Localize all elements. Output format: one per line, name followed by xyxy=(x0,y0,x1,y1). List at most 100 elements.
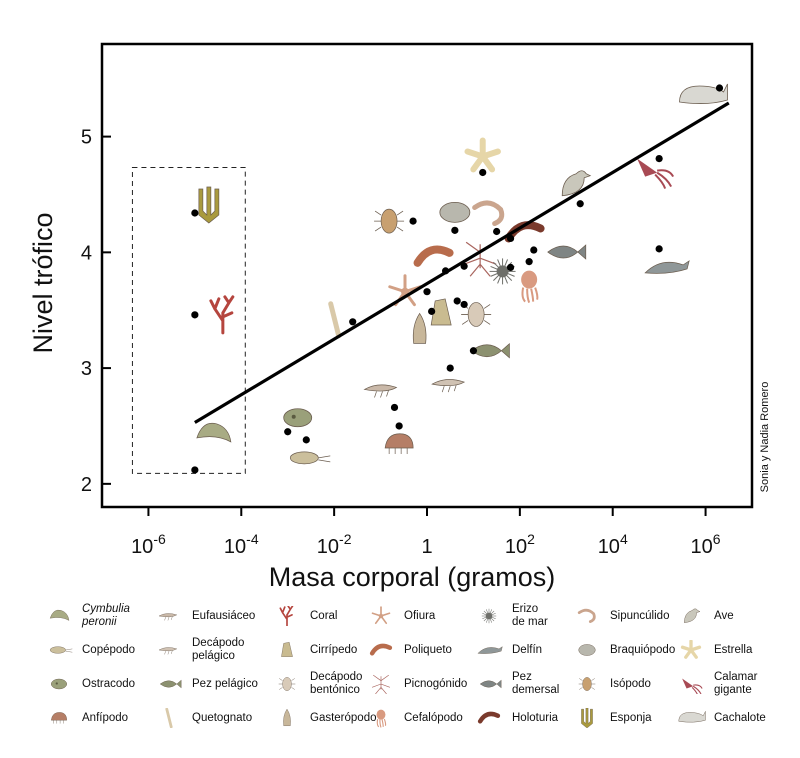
legend-label: Cefalópodo xyxy=(404,711,463,724)
legend-item: Picnogónido xyxy=(364,668,467,700)
x-tick-base: 10 xyxy=(131,536,153,558)
sipunculid-icon xyxy=(577,608,596,623)
legend-item: Cirrípedo xyxy=(270,634,357,666)
data-point xyxy=(451,226,459,234)
x-tick-exponent: 4 xyxy=(620,531,628,547)
data-point xyxy=(395,422,403,430)
legend-label: Ostracodo xyxy=(82,677,136,690)
legend-item: Estrella xyxy=(674,634,752,666)
brachiopod-icon xyxy=(439,201,471,223)
legend-item: Esponja xyxy=(570,702,652,734)
legend-item: Ave xyxy=(674,600,734,632)
legend-item: Anfípodo xyxy=(42,702,128,734)
x-tick-exponent: 6 xyxy=(713,531,721,547)
regression-line xyxy=(194,101,730,424)
x-tick-base: 10 xyxy=(598,536,620,558)
giant-squid-icon xyxy=(637,158,675,189)
x-tick-label: 102 xyxy=(505,531,535,558)
data-point xyxy=(423,288,431,296)
organism-illustrations xyxy=(196,83,728,465)
data-point xyxy=(655,154,663,163)
data-point xyxy=(349,318,357,326)
bird-icon xyxy=(684,608,701,623)
krill-icon xyxy=(363,384,398,398)
sea-star-icon xyxy=(680,640,702,659)
brachiopod-icon xyxy=(578,644,596,656)
legend-item: Erizo de mar xyxy=(472,600,548,632)
legend-item: Cachalote xyxy=(674,702,766,734)
dolphin-icon xyxy=(477,646,503,654)
legend-label: Cymbulia peronii xyxy=(82,603,130,628)
legend-label: Ofiura xyxy=(404,609,436,622)
sperm-whale-icon xyxy=(678,711,706,723)
legend-label: Decápodo pelágico xyxy=(192,637,245,662)
dashed-box xyxy=(131,166,246,474)
legend-label: Poliqueto xyxy=(404,643,452,656)
legend-label: Pez demersal xyxy=(512,671,560,696)
legend-label: Calamar gigante xyxy=(714,671,758,696)
data-points xyxy=(191,84,724,474)
legend-item: Pez demersal xyxy=(472,668,559,700)
benthic-decapod-icon xyxy=(278,677,296,691)
y-axis-title: Nivel trófico xyxy=(28,212,58,353)
x-tick-base: 1 xyxy=(421,536,432,558)
x-tick-label: 10-4 xyxy=(224,531,259,558)
legend-label: Ave xyxy=(714,609,734,622)
x-tick-label: 104 xyxy=(598,531,628,558)
legend-item: Poliqueto xyxy=(364,634,452,666)
data-point xyxy=(530,246,538,254)
amphipod-icon xyxy=(51,712,67,724)
legend-label: Copépodo xyxy=(82,643,136,656)
legend-item: Decápodo pelágico xyxy=(152,634,244,666)
x-tick-base: 10 xyxy=(224,536,246,558)
legend-label: Esponja xyxy=(610,711,652,724)
x-tick-exponent: -6 xyxy=(153,531,166,547)
legend-item: Cymbulia peronii xyxy=(42,600,130,632)
coral-icon xyxy=(279,606,294,626)
legend-label: Cachalote xyxy=(714,711,766,724)
x-tick-label: 10-2 xyxy=(317,531,352,558)
legend-label: Anfípodo xyxy=(82,711,129,724)
data-point xyxy=(446,364,454,372)
legend-label: Braquiópodo xyxy=(610,643,676,656)
legend-label: Delfín xyxy=(512,643,543,656)
data-point xyxy=(460,300,468,309)
data-point xyxy=(469,347,478,355)
x-tick-exponent: 2 xyxy=(527,531,535,547)
data-point xyxy=(576,200,584,208)
chaetognath-icon xyxy=(165,708,173,728)
legend-item: Quetognato xyxy=(152,702,252,734)
chaetognath-icon xyxy=(328,301,342,339)
x-tick-label: 10-6 xyxy=(131,531,166,558)
sea-urchin-icon xyxy=(481,608,497,624)
copepod-icon xyxy=(289,451,331,465)
data-point xyxy=(191,466,199,474)
x-tick-base: 10 xyxy=(505,536,527,558)
legend-label: Pez pelágico xyxy=(192,677,258,690)
x-tick-base: 10 xyxy=(691,536,713,558)
legend-label: Erizo de mar xyxy=(512,603,548,628)
legend-label: Cirrípedo xyxy=(310,643,358,656)
data-point xyxy=(715,84,724,92)
giant-squid-icon xyxy=(682,678,703,694)
polychaete-icon xyxy=(369,643,393,656)
x-tick-label: 106 xyxy=(691,531,721,558)
demersal-fish-icon xyxy=(547,244,587,260)
data-point xyxy=(453,297,461,305)
legend-label: Eufausiáceo xyxy=(192,609,256,622)
legend-item: Braquiópodo xyxy=(570,634,675,666)
legend-item: Gasterópodo xyxy=(270,702,377,734)
sponge-icon xyxy=(198,186,220,224)
data-point xyxy=(441,267,450,275)
data-point xyxy=(191,311,199,319)
gastropod-icon xyxy=(412,312,427,344)
x-axis: 10-6 10-4 10-2 1 102 104 106 xyxy=(131,507,721,558)
legend-item: Ofiura xyxy=(364,600,435,632)
sea-star-icon xyxy=(464,137,501,173)
data-point xyxy=(479,168,487,177)
data-point xyxy=(191,209,199,217)
legend-label: Coral xyxy=(310,609,338,622)
data-point xyxy=(284,428,292,436)
data-point xyxy=(506,234,515,243)
legend: Cymbulia peronii Copépodo Ostracodo Anfípodo… xyxy=(42,600,782,750)
